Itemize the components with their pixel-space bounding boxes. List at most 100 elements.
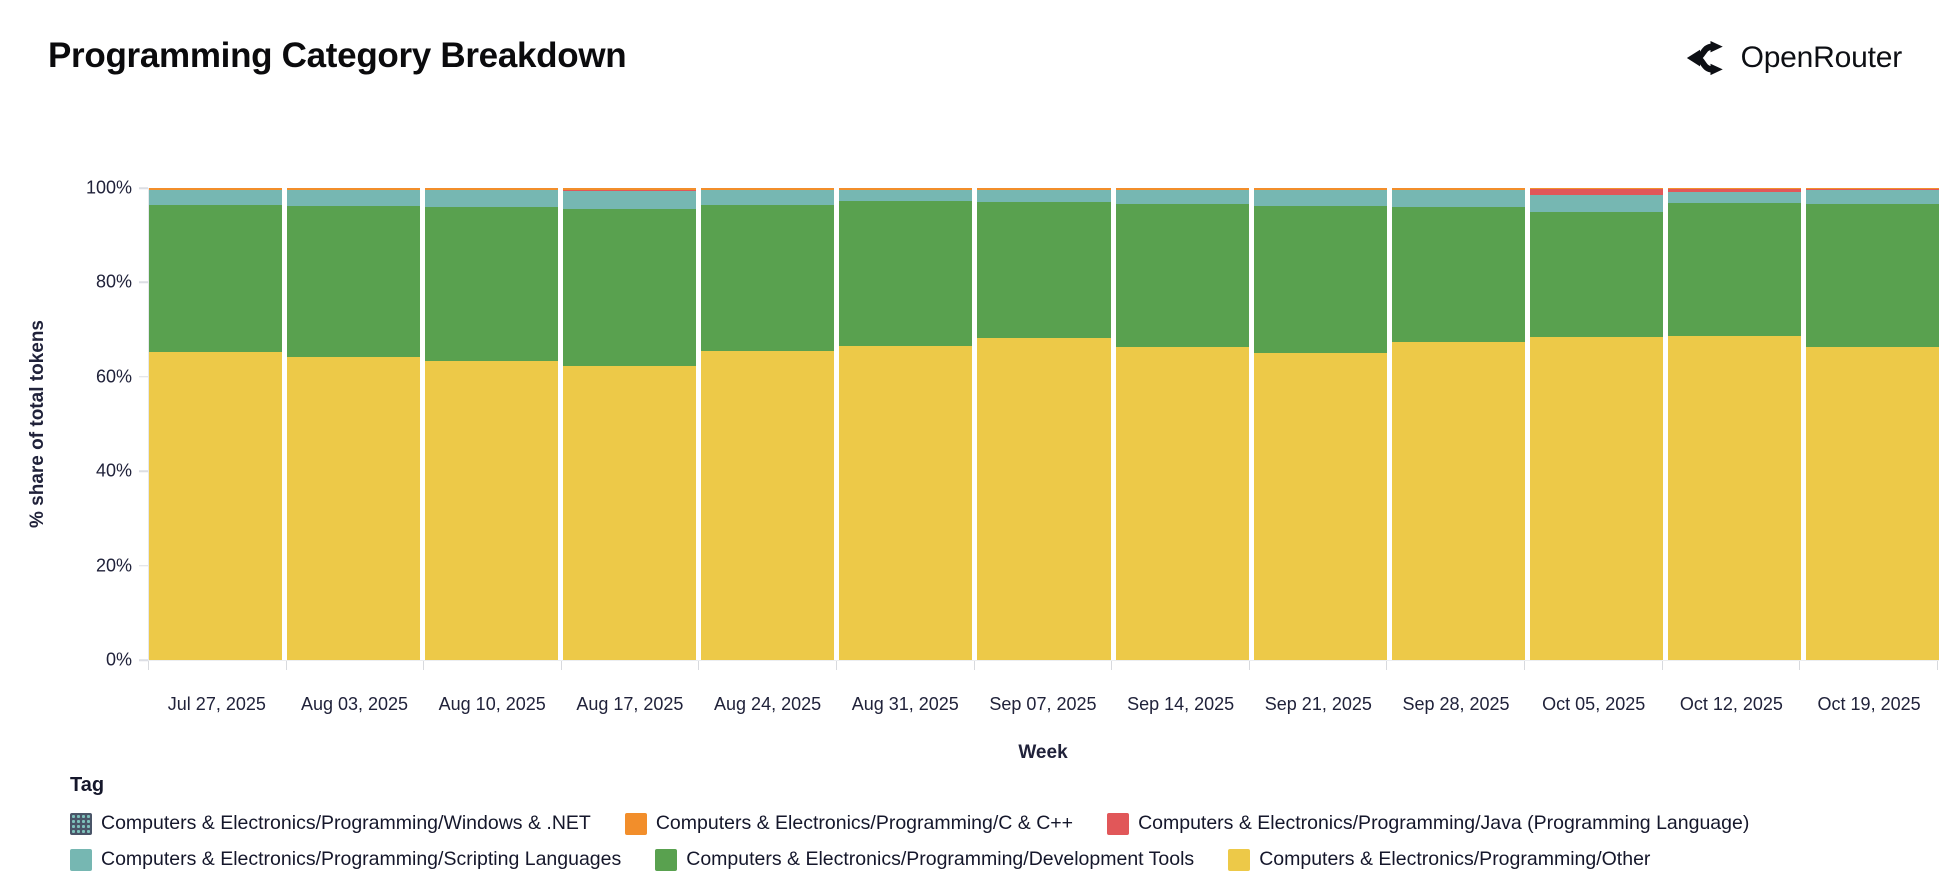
bar-segment[interactable]	[839, 345, 973, 660]
legend-swatch	[70, 848, 92, 871]
bar[interactable]	[839, 188, 973, 660]
bar[interactable]	[287, 188, 421, 660]
legend-item[interactable]: Computers & Electronics/Programming/Scri…	[70, 848, 621, 871]
x-tick-mark	[1111, 661, 1249, 670]
bar[interactable]	[1805, 188, 1940, 660]
bar-segment[interactable]	[287, 356, 421, 660]
bar-segment[interactable]	[1529, 188, 1663, 190]
bar-segment[interactable]	[701, 205, 835, 351]
bar[interactable]	[1529, 188, 1663, 660]
bar-segment[interactable]	[1391, 188, 1525, 190]
bar-segment[interactable]	[1253, 352, 1387, 660]
bar-segment[interactable]	[563, 188, 697, 191]
bar-segment[interactable]	[1391, 190, 1525, 207]
y-axis: 0% 20% 40% 60% 80% 100%	[0, 178, 140, 670]
legend-label: Computers & Electronics/Programming/Scri…	[101, 848, 622, 870]
bar-segment[interactable]	[839, 201, 973, 346]
bar-segment[interactable]	[1667, 192, 1801, 204]
bar-segment[interactable]	[563, 190, 697, 210]
x-tick-mark	[836, 661, 974, 670]
legend-item[interactable]: Computers & Electronics/Programming/Wind…	[70, 812, 591, 835]
bar-segment[interactable]	[701, 190, 835, 205]
bar[interactable]	[977, 188, 1111, 660]
bar[interactable]	[563, 188, 697, 660]
x-tick-label: Jul 27, 2025	[167, 694, 266, 714]
bar-segment[interactable]	[425, 360, 559, 660]
bar-segment[interactable]	[977, 190, 1111, 203]
x-tick-label: Oct 19, 2025	[1817, 694, 1921, 714]
y-tick-label: 60%	[95, 366, 132, 387]
y-tick-mark	[139, 187, 148, 189]
x-tick-label: Aug 24, 2025	[714, 694, 822, 714]
bar-segment[interactable]	[1391, 341, 1525, 660]
y-tick-label: 100%	[85, 177, 132, 198]
legend-label: Computers & Electronics/Programming/Wind…	[101, 812, 591, 834]
openrouter-brand-link[interactable]: OpenRouter	[1686, 38, 1902, 78]
bar[interactable]	[425, 188, 559, 660]
bar-segment[interactable]	[1253, 190, 1387, 206]
bar-segment[interactable]	[1667, 188, 1801, 193]
bar-segment[interactable]	[839, 190, 973, 202]
legend-item[interactable]: Computers & Electronics/Programming/Othe…	[1228, 848, 1650, 871]
bar-segment[interactable]	[1115, 190, 1249, 205]
bar-segment[interactable]	[977, 188, 1111, 190]
bar-segment[interactable]	[1667, 335, 1801, 660]
bar-segment[interactable]	[701, 350, 835, 660]
bar-segment[interactable]	[563, 365, 697, 660]
bar-segment[interactable]	[425, 188, 559, 190]
bar-segment[interactable]	[149, 205, 283, 352]
x-tick-mark	[285, 661, 424, 670]
x-tick-mark	[698, 661, 836, 670]
bar-segment[interactable]	[839, 188, 973, 190]
bars	[149, 188, 1940, 660]
bar-segment[interactable]	[977, 202, 1111, 338]
bar-segment[interactable]	[1115, 204, 1249, 347]
bar-segment[interactable]	[1805, 188, 1940, 190]
legend-label: Computers & Electronics/Programming/Deve…	[686, 848, 1195, 870]
bar[interactable]	[1667, 188, 1801, 660]
y-tick-mark	[139, 376, 148, 378]
legend-swatch	[655, 848, 678, 871]
bar[interactable]	[701, 188, 835, 660]
bar-segment[interactable]	[701, 188, 835, 190]
bar-segment[interactable]	[1805, 204, 1940, 347]
bar[interactable]	[1115, 188, 1249, 660]
legend-item[interactable]: Computers & Electronics/Programming/Java…	[1107, 812, 1749, 835]
bar-segment[interactable]	[149, 188, 283, 190]
bar-segment[interactable]	[287, 190, 421, 206]
x-tick-label: Oct 12, 2025	[1679, 694, 1783, 714]
bar-segment[interactable]	[149, 351, 283, 660]
bar-segment[interactable]	[1529, 195, 1663, 213]
bar-segment[interactable]	[1115, 188, 1249, 190]
openrouter-logo-icon	[1686, 38, 1728, 78]
bar-segment[interactable]	[1529, 212, 1663, 337]
bar-segment[interactable]	[977, 337, 1111, 660]
bar-segment[interactable]	[149, 190, 283, 206]
bar-segment[interactable]	[1253, 188, 1387, 190]
bar-segment[interactable]	[1529, 189, 1663, 196]
bar[interactable]	[1391, 188, 1525, 660]
legend-item[interactable]: Computers & Electronics/Programming/Deve…	[655, 848, 1194, 871]
legend-item[interactable]: Computers & Electronics/Programming/C & …	[624, 812, 1073, 835]
bar-segment[interactable]	[287, 205, 421, 357]
bar-segment[interactable]	[563, 209, 697, 366]
y-tick-mark	[139, 564, 148, 567]
bar-segment[interactable]	[1805, 189, 1940, 205]
bar-segment[interactable]	[425, 190, 559, 207]
bar-segment[interactable]	[1391, 206, 1525, 342]
bar[interactable]	[149, 188, 283, 660]
x-tick-mark	[1799, 661, 1938, 670]
legend-label: Computers & Electronics/Programming/Java…	[1138, 812, 1750, 834]
bar-segment[interactable]	[1805, 346, 1940, 660]
x-tick-label: Sep 14, 2025	[1127, 694, 1235, 714]
bar-segment[interactable]	[1115, 346, 1249, 660]
bar-segment[interactable]	[1529, 336, 1663, 660]
bar-segment[interactable]	[287, 188, 421, 190]
bar-segment[interactable]	[1667, 203, 1801, 336]
x-tick-mark	[1524, 661, 1662, 670]
bar-segment[interactable]	[425, 206, 559, 361]
bar-segment[interactable]	[1253, 205, 1387, 353]
y-tick-mark	[139, 281, 148, 284]
bar[interactable]	[1253, 188, 1387, 660]
